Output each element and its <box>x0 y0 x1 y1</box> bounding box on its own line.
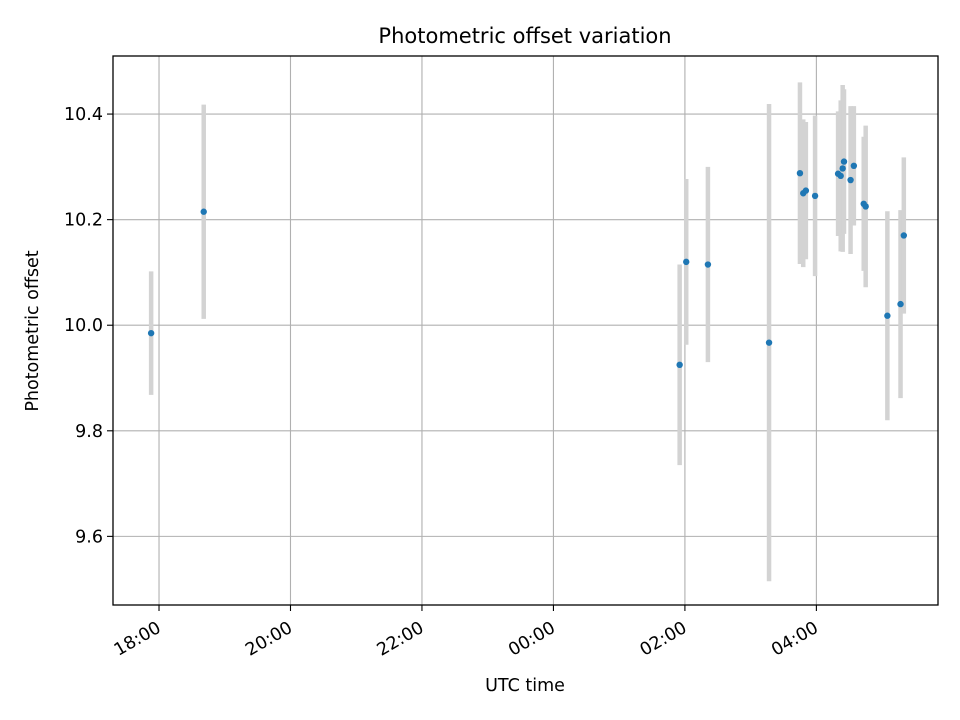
y-tick-label: 9.6 <box>75 527 103 547</box>
data-point <box>837 172 844 180</box>
y-tick-label: 9.8 <box>75 422 103 442</box>
data-point <box>897 300 904 308</box>
data-point <box>147 329 155 337</box>
data-point <box>676 361 683 369</box>
y-axis-label: Photometric offset <box>23 250 43 411</box>
data-point <box>811 192 819 200</box>
y-tick-label: 10.4 <box>64 105 103 125</box>
y-tick-label: 10.2 <box>64 211 103 231</box>
chart-title: Photometric offset variation <box>378 24 671 48</box>
data-points <box>147 158 908 369</box>
data-point <box>862 203 869 210</box>
plot-frame <box>112 55 939 606</box>
data-point <box>765 339 773 346</box>
x-axis-label: UTC time <box>485 676 565 696</box>
data-point <box>884 312 891 319</box>
data-point <box>796 169 804 177</box>
data-point <box>850 162 858 169</box>
data-point <box>840 158 848 165</box>
data-point <box>704 261 712 268</box>
data-point <box>200 208 207 215</box>
data-point <box>683 258 690 266</box>
data-point <box>839 165 846 172</box>
data-point <box>847 176 854 184</box>
y-tick-label: 10.0 <box>64 316 103 336</box>
data-point <box>900 232 908 239</box>
data-point <box>802 187 810 194</box>
